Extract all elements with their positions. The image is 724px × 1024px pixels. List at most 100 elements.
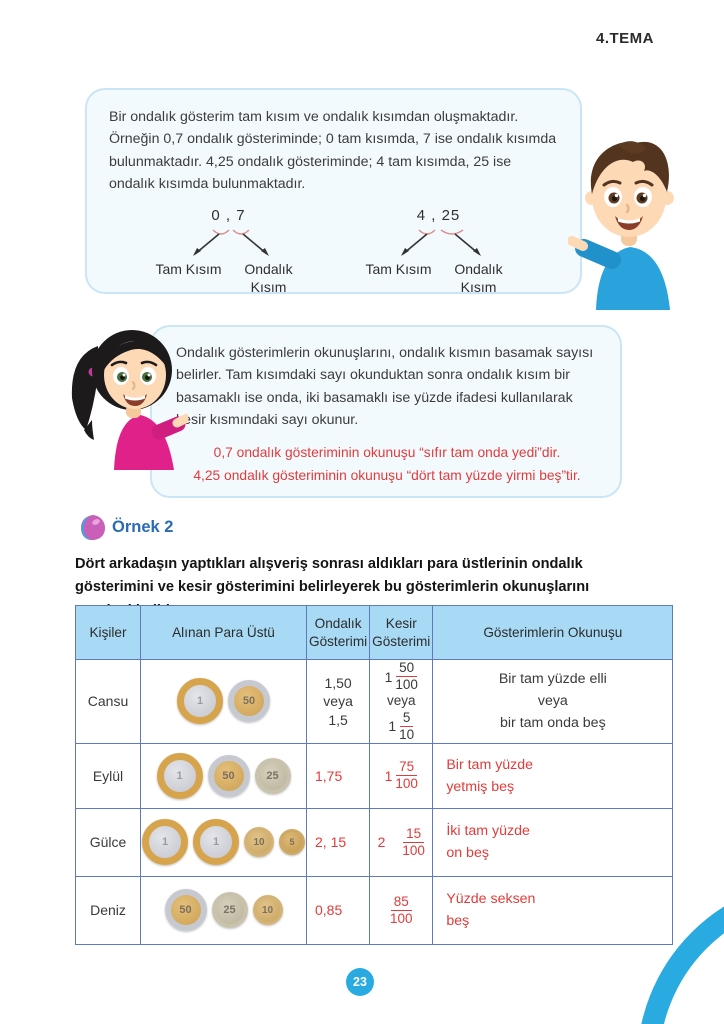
- fraction-connector-text: veya: [386, 693, 416, 709]
- reading-text: veya: [537, 693, 568, 710]
- mixed-fraction: 2 15 100: [371, 826, 431, 858]
- reading-text: Bir tam yüzde: [446, 756, 534, 773]
- reading-text: Yüzde seksen: [446, 891, 536, 908]
- tam-kisim-label: Tam Kısım: [365, 261, 432, 278]
- mixed-fraction: 1 5 10: [371, 710, 431, 742]
- whole-number: 1: [384, 767, 393, 784]
- coin-value-label: 5: [289, 837, 295, 848]
- numerator: 5: [399, 710, 414, 727]
- numerator: 50: [396, 660, 418, 678]
- diagram-arrows: [400, 229, 481, 257]
- reading-text: beş: [446, 913, 470, 930]
- coin-kurus-50: 50: [164, 889, 207, 932]
- decimal-value: 2, 15: [315, 834, 347, 851]
- coin-kurus-50: 50: [228, 680, 270, 723]
- coin-lira-1: 1: [193, 819, 239, 866]
- header-ondalik-gosterimi: Ondalık Gösterimi: [305, 605, 371, 660]
- diagram-arrows: [192, 229, 269, 257]
- reading-text: on beş: [446, 845, 489, 862]
- decimal-notation-cell: 1,75: [305, 742, 371, 809]
- decimal-definition-box: Bir ondalık gösterim tam kısım ve ondalı…: [85, 88, 582, 297]
- fraction: 5 10: [399, 710, 415, 742]
- girl-peeking-character: [71, 330, 188, 470]
- decimal-notation-cell: 1,50 veya 1,5: [305, 659, 371, 744]
- header-kisiler: Kişiler: [75, 605, 141, 660]
- ondalik-kisim-label: Ondalık Kısım: [454, 261, 503, 295]
- coins-cell: 1 50: [140, 659, 307, 744]
- denominator: 100: [402, 842, 425, 858]
- mixed-fraction: 1 75 100: [371, 760, 431, 792]
- coin-value-label: 10: [261, 904, 274, 916]
- header-kesir-gosterimi: Kesir Gösterimi: [369, 605, 434, 660]
- person-name: Eylül: [92, 767, 124, 784]
- coin-value-label: 1: [176, 769, 183, 782]
- coin-value-label: 1: [161, 836, 169, 849]
- reading-examples: 0,7 ondalık gösteriminin okunuşu “sıfır …: [176, 442, 598, 488]
- person-name-cell: Cansu: [75, 659, 141, 744]
- person-name-cell: Deniz: [75, 875, 141, 945]
- reading-cell: İki tam yüzde on beş: [432, 807, 674, 877]
- coin-value-label: 1: [212, 836, 220, 849]
- table-row: Cansu 1 50 1,50 veya 1,5 1 50 100 veya 1 5 10 Bir tam…: [75, 659, 674, 744]
- coin-value-label: 25: [223, 904, 236, 917]
- fraction: 75 100: [395, 760, 418, 792]
- reading-text: yetmiş beş: [446, 778, 515, 795]
- coin-group: 50 25 10: [142, 889, 305, 932]
- reading-rule-text: Ondalık gösterimlerin okunuşlarını, onda…: [176, 345, 594, 429]
- decimal-value: 1,75: [315, 767, 343, 784]
- coin-value-label: 10: [253, 836, 265, 848]
- mixed-fraction: 1 50 100: [371, 660, 431, 693]
- fraction-notation-cell: 1 75 100: [369, 742, 434, 809]
- decimal-value: 0,85: [315, 902, 343, 919]
- denominator: 10: [399, 726, 415, 742]
- decimal-notation-cell: 2, 15: [305, 807, 371, 877]
- table-row: Eylül 1 50 25 1,75 1 75 100 Bir tam yüzde yetmiş …: [75, 742, 674, 809]
- person-name: Deniz: [90, 902, 126, 919]
- coin-kurus-50: 50: [207, 754, 250, 797]
- coins-cell: 1 1 10 5: [140, 807, 307, 877]
- boy-peeking-character: [568, 141, 674, 310]
- reading-text: Bir tam yüzde elli: [498, 671, 607, 688]
- decimal-diagrams: 0 , 7 Tam Kısım Ondalık Kısım 4 , 25: [109, 204, 558, 297]
- coin-value-label: 25: [266, 769, 279, 782]
- numerator: 15: [403, 826, 425, 843]
- coin-kurus-5: 5: [279, 829, 305, 856]
- header-alinan-para-ustu: Alınan Para Üstü: [140, 605, 307, 660]
- coin-lira-1: 1: [156, 752, 203, 799]
- decimal-value: veya: [323, 693, 353, 710]
- table-row: Gülce 1 1 10 5 2, 15 2 15 100 İki tam yüzde on beş: [75, 807, 674, 877]
- denominator: 100: [389, 910, 413, 926]
- coin-value-label: 1: [196, 695, 204, 708]
- example-table: Kişiler Alınan Para Üstü Ondalık Gösteri…: [75, 605, 674, 945]
- coin-group: 1 1 10 5: [142, 819, 305, 866]
- decimal-value: 1,50: [324, 675, 352, 692]
- denominator: 100: [395, 677, 418, 693]
- fraction: 50 100: [395, 660, 418, 693]
- diagram-0-7: 0 , 7 Tam Kısım Ondalık Kısım: [153, 204, 305, 297]
- reading-cell: Yüzde seksen beş: [432, 875, 674, 945]
- fraction-notation-cell: 85 100: [369, 875, 434, 945]
- reading-cell: Bir tam yüzde elli veya bir tam onda beş: [432, 659, 674, 744]
- diagram-4-25: 4 , 25 Tam Kısım Ondalık Kısım: [363, 204, 515, 297]
- fraction-notation-cell: 2 15 100: [369, 807, 434, 877]
- reading-example-1: 0,7 ondalık gösteriminin okunuşu “sıfır …: [213, 444, 561, 460]
- table-row: Deniz 50 25 10 0,85 85 100 Yüzde seksen beş: [75, 875, 674, 945]
- ondalik-kisim-label: Ondalık Kısım: [244, 261, 293, 295]
- page-number-badge: 23: [346, 968, 374, 996]
- coin-value-label: 50: [222, 769, 235, 782]
- fraction: 15 100: [402, 826, 425, 858]
- numerator: 85: [390, 894, 412, 911]
- person-name-cell: Eylül: [75, 742, 141, 809]
- whole-number: 2: [377, 834, 386, 851]
- diagram-number: 0 , 7: [211, 206, 246, 224]
- coins-cell: 50 25 10: [140, 875, 307, 945]
- person-name-cell: Gülce: [75, 807, 141, 877]
- coin-lira-1: 1: [177, 678, 223, 725]
- tema-header: 4.TEMA: [595, 30, 654, 47]
- reading-example-2: 4,25 ondalık gösteriminin okunuşu “dört …: [193, 467, 581, 483]
- reading-cell: Bir tam yüzde yetmiş beş: [432, 742, 674, 809]
- person-name: Gülce: [89, 834, 127, 851]
- tam-kisim-label: Tam Kısım: [155, 261, 222, 278]
- person-name: Cansu: [87, 693, 129, 710]
